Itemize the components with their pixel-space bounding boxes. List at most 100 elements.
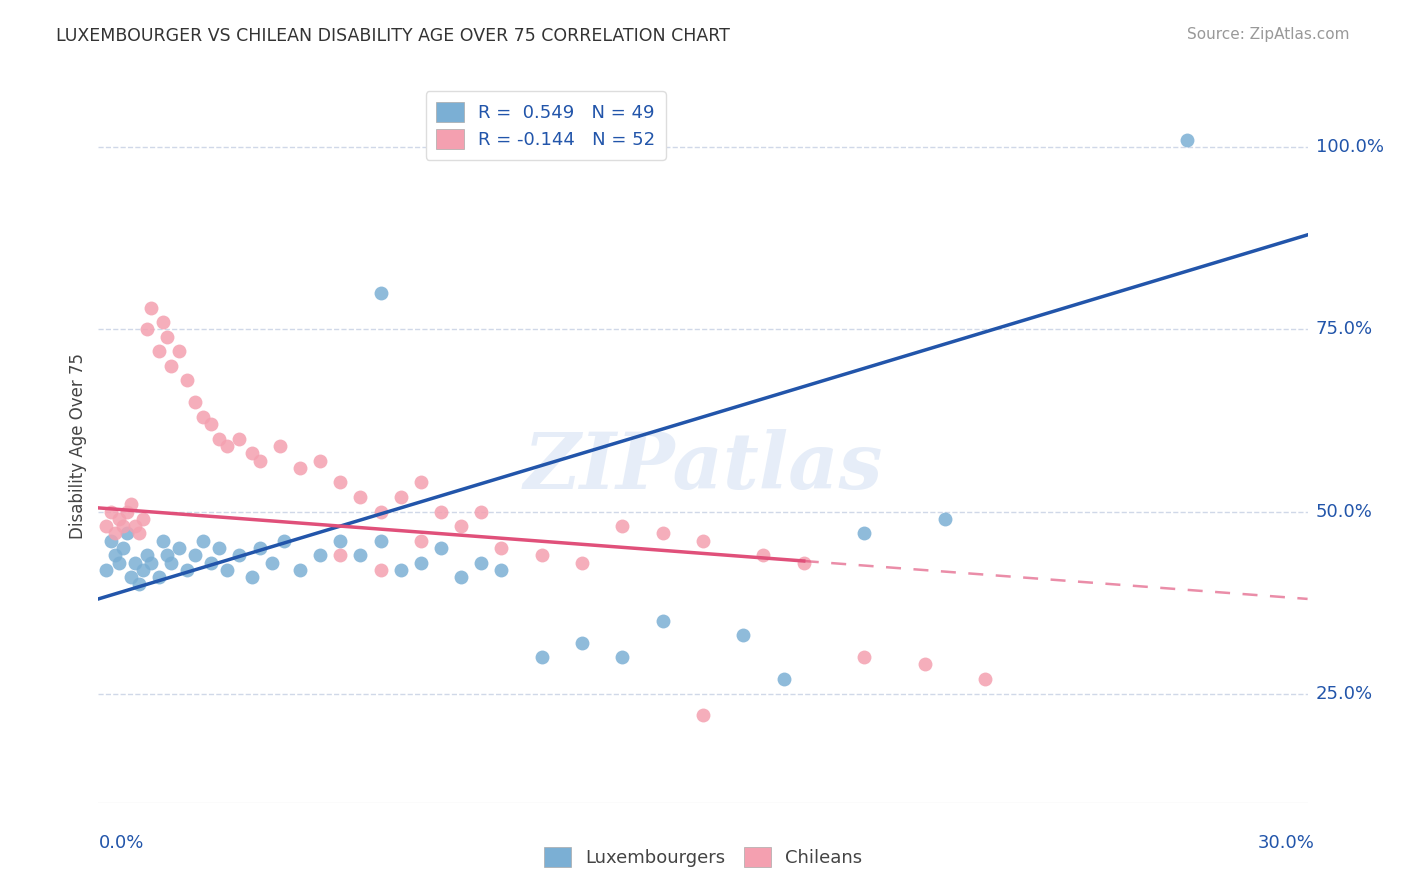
Point bbox=[156, 330, 179, 344]
Point bbox=[288, 460, 311, 475]
Point bbox=[470, 504, 492, 518]
Point bbox=[240, 570, 263, 584]
Point bbox=[115, 504, 138, 518]
Point bbox=[120, 570, 142, 584]
Point bbox=[430, 541, 453, 555]
Point bbox=[200, 556, 222, 570]
Point bbox=[260, 556, 283, 570]
Point bbox=[160, 359, 183, 373]
Point bbox=[111, 541, 134, 555]
Text: ZIPatlas: ZIPatlas bbox=[523, 429, 883, 506]
Legend: R =  0.549   N = 49, R = -0.144   N = 52: R = 0.549 N = 49, R = -0.144 N = 52 bbox=[426, 91, 666, 160]
Point bbox=[692, 533, 714, 548]
Point bbox=[772, 672, 794, 686]
Point bbox=[491, 541, 513, 555]
Point bbox=[193, 409, 215, 424]
Point bbox=[208, 541, 231, 555]
Point bbox=[152, 315, 174, 329]
Point bbox=[100, 533, 122, 548]
Point bbox=[409, 533, 432, 548]
Point bbox=[135, 322, 157, 336]
Point bbox=[208, 432, 231, 446]
Point bbox=[389, 490, 412, 504]
Point bbox=[124, 556, 146, 570]
Point bbox=[176, 563, 198, 577]
Point bbox=[100, 504, 122, 518]
Point bbox=[160, 556, 183, 570]
Point bbox=[450, 570, 472, 584]
Point bbox=[530, 548, 553, 562]
Point bbox=[115, 526, 138, 541]
Point bbox=[96, 563, 118, 577]
Point bbox=[103, 548, 125, 562]
Point bbox=[370, 504, 392, 518]
Text: LUXEMBOURGER VS CHILEAN DISABILITY AGE OVER 75 CORRELATION CHART: LUXEMBOURGER VS CHILEAN DISABILITY AGE O… bbox=[56, 27, 730, 45]
Point bbox=[249, 453, 271, 467]
Point bbox=[228, 432, 250, 446]
Point bbox=[974, 672, 997, 686]
Point bbox=[193, 533, 215, 548]
Point bbox=[139, 301, 162, 315]
Point bbox=[733, 628, 755, 642]
Point bbox=[111, 519, 134, 533]
Point bbox=[612, 650, 634, 665]
Point bbox=[128, 526, 150, 541]
Point bbox=[409, 475, 432, 490]
Point bbox=[200, 417, 222, 432]
Point bbox=[139, 556, 162, 570]
Point bbox=[349, 548, 371, 562]
Text: 75.0%: 75.0% bbox=[1316, 320, 1374, 338]
Point bbox=[156, 548, 179, 562]
Point bbox=[107, 512, 129, 526]
Point bbox=[240, 446, 263, 460]
Point bbox=[370, 286, 392, 301]
Point bbox=[329, 475, 352, 490]
Point bbox=[612, 519, 634, 533]
Point bbox=[914, 657, 936, 672]
Text: 30.0%: 30.0% bbox=[1258, 834, 1315, 852]
Point bbox=[309, 548, 332, 562]
Point bbox=[132, 563, 155, 577]
Point bbox=[370, 533, 392, 548]
Y-axis label: Disability Age Over 75: Disability Age Over 75 bbox=[69, 353, 87, 539]
Point bbox=[103, 526, 125, 541]
Point bbox=[228, 548, 250, 562]
Point bbox=[184, 548, 207, 562]
Point bbox=[96, 519, 118, 533]
Text: 50.0%: 50.0% bbox=[1316, 502, 1372, 521]
Point bbox=[217, 439, 239, 453]
Point bbox=[148, 570, 170, 584]
Point bbox=[450, 519, 472, 533]
Point bbox=[692, 708, 714, 723]
Point bbox=[853, 526, 876, 541]
Point bbox=[470, 556, 492, 570]
Point bbox=[934, 512, 956, 526]
Point bbox=[135, 548, 157, 562]
Text: 25.0%: 25.0% bbox=[1316, 684, 1374, 703]
Point bbox=[167, 541, 190, 555]
Point bbox=[167, 344, 190, 359]
Point bbox=[249, 541, 271, 555]
Point bbox=[491, 563, 513, 577]
Text: 0.0%: 0.0% bbox=[98, 834, 143, 852]
Point bbox=[651, 526, 673, 541]
Point bbox=[269, 439, 291, 453]
Point bbox=[132, 512, 155, 526]
Point bbox=[152, 533, 174, 548]
Point bbox=[349, 490, 371, 504]
Point bbox=[184, 395, 207, 409]
Legend: Luxembourgers, Chileans: Luxembourgers, Chileans bbox=[537, 839, 869, 874]
Point bbox=[530, 650, 553, 665]
Point bbox=[409, 556, 432, 570]
Point bbox=[273, 533, 295, 548]
Point bbox=[1175, 133, 1198, 147]
Point bbox=[329, 533, 352, 548]
Point bbox=[571, 635, 593, 649]
Point bbox=[571, 556, 593, 570]
Point bbox=[217, 563, 239, 577]
Point bbox=[651, 614, 673, 628]
Point bbox=[853, 650, 876, 665]
Point bbox=[176, 374, 198, 388]
Point bbox=[370, 563, 392, 577]
Text: Source: ZipAtlas.com: Source: ZipAtlas.com bbox=[1187, 27, 1350, 42]
